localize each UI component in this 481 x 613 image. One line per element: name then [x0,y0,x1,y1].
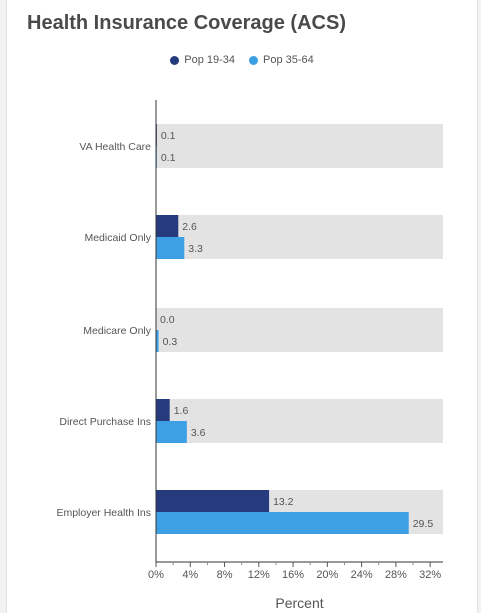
category-label-employer-health-ins: Employer Health Ins [56,507,151,519]
chart-legend: Pop 19-34 Pop 35-64 [7,54,477,66]
bar-pop-19-34-direct-purchase-ins[interactable] [156,399,170,421]
background-bar-medicare-only [156,308,443,352]
value-label-pop-19-34-va-health-care: 0.1 [161,130,176,142]
value-label-pop-35-64-direct-purchase-ins: 3.6 [191,427,206,439]
x-tick-label-3: 12% [248,569,270,581]
bar-pop-35-64-medicare-only[interactable] [156,330,159,352]
background-bar-direct-purchase-ins [156,399,443,443]
data-bars [156,124,409,534]
value-label-pop-35-64-medicaid-only: 3.3 [188,243,203,255]
chart-title: Health Insurance Coverage (ACS) [27,12,346,34]
chart-card: Health Insurance Coverage (ACS) Pop 19-3… [6,0,478,613]
background-bar-va-health-care [156,124,443,168]
category-label-va-health-care: VA Health Care [79,141,151,153]
legend-item-pop-19-34[interactable]: Pop 19-34 [170,54,235,66]
bar-pop-19-34-employer-health-ins[interactable] [156,490,270,512]
bar-pop-35-64-medicaid-only[interactable] [156,237,185,259]
x-tick-label-5: 20% [316,569,338,581]
legend-label-pop-19-34: Pop 19-34 [184,54,235,66]
value-label-pop-19-34-medicare-only: 0.0 [160,314,175,326]
x-tick-label-4: 16% [282,569,304,581]
x-axis-ticks [155,562,431,567]
legend-marker-pop-35-64 [249,55,258,65]
bar-pop-35-64-employer-health-ins[interactable] [156,512,409,534]
category-labels: VA Health Care Medicaid Only Medicare Only… [56,141,151,519]
background-bar-medicaid-only [156,215,443,259]
bar-pop-19-34-medicaid-only[interactable] [156,215,179,237]
value-label-pop-19-34-employer-health-ins: 13.2 [273,496,294,508]
value-label-pop-35-64-va-health-care: 0.1 [161,152,176,164]
x-tick-labels: 0% 4% 8% 12% 16% 20% 24% 28% 32% [148,569,441,581]
x-tick-label-6: 24% [351,569,373,581]
bar-chart-plot: 0.1 0.1 2.6 3.3 0.0 0.3 1.63.6 13.2 29.5 VA Heal… [56,100,443,611]
value-label-pop-19-34-direct-purchase-ins: 1.6 [174,405,189,417]
value-label-pop-35-64-employer-health-ins: 29.5 [413,518,434,530]
value-labels: 0.1 0.1 2.6 3.3 0.0 0.3 1.63.6 13.2 29.5 [160,130,433,530]
x-tick-label-1: 4% [182,569,198,581]
x-tick-label-8: 32% [419,569,441,581]
category-label-direct-purchase-ins: Direct Purchase Ins [59,416,151,428]
value-label-pop-19-34-medicaid-only: 2.6 [182,221,197,233]
value-label-pop-35-64-medicare-only: 0.3 [163,336,178,348]
bar-pop-35-64-direct-purchase-ins[interactable] [156,421,187,443]
background-bars [156,124,443,534]
x-axis-title: Percent [275,595,323,611]
x-tick-label-7: 28% [385,569,407,581]
legend-marker-pop-19-34 [170,55,180,65]
x-tick-label-2: 8% [217,569,233,581]
legend-label-pop-35-64: Pop 35-64 [263,54,314,66]
category-label-medicaid-only: Medicaid Only [84,232,151,244]
x-tick-label-0: 0% [148,569,164,581]
category-label-medicare-only: Medicare Only [83,325,151,337]
legend-item-pop-35-64[interactable]: Pop 35-64 [249,54,314,66]
